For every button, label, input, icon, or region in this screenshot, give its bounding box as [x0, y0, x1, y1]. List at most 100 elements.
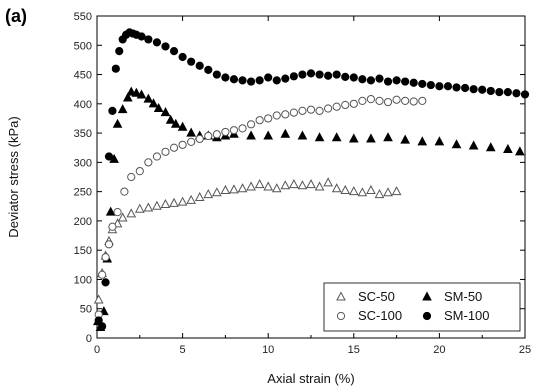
data-series [93, 28, 530, 331]
data-point-sm-50 [177, 121, 188, 131]
data-point-sm-100 [349, 73, 358, 82]
data-point-sm-100 [315, 70, 324, 79]
data-point-sm-100 [169, 47, 179, 56]
x-tick-label: 25 [519, 344, 531, 356]
data-point-sm-50 [112, 118, 123, 128]
data-point-sc-50 [306, 179, 316, 189]
data-point-sm-100 [443, 82, 453, 91]
data-point-sm-100 [195, 61, 204, 70]
series-sm-100 [94, 28, 530, 331]
data-point-sm-50 [153, 102, 164, 113]
data-point-sc-100 [120, 187, 129, 196]
data-point-sc-50 [212, 187, 222, 197]
data-point-sc-50 [229, 184, 239, 194]
legend-label-sm-100: SM-100 [444, 308, 490, 323]
data-point-sm-100 [392, 76, 401, 85]
data-point-sm-100 [161, 42, 170, 51]
data-point-sc-100 [281, 110, 290, 119]
data-point-sm-100 [520, 90, 530, 99]
data-point-sm-50 [400, 134, 410, 144]
data-point-sm-50 [160, 107, 171, 117]
data-point-sc-100 [255, 116, 264, 125]
x-axis-title: Axial strain (%) [267, 371, 354, 386]
data-point-sc-100 [409, 97, 418, 106]
data-point-sc-100 [178, 140, 187, 149]
data-point-sm-100 [306, 69, 316, 78]
data-point-sm-100 [298, 70, 307, 79]
data-point-sm-100 [238, 76, 247, 85]
data-point-sm-100 [152, 38, 162, 47]
data-point-sc-100 [104, 240, 114, 249]
data-point-sm-50 [434, 136, 445, 146]
data-point-sc-100 [315, 106, 324, 115]
data-point-sc-100 [366, 95, 376, 104]
panel-label: (a) [5, 6, 27, 26]
data-point-sc-100 [401, 96, 410, 105]
data-point-sm-100 [111, 64, 120, 73]
data-point-sc-50 [366, 184, 376, 194]
data-point-sm-50 [170, 118, 181, 128]
data-point-sc-100 [135, 167, 144, 176]
data-point-sm-50 [515, 146, 525, 156]
data-point-sm-50 [186, 127, 196, 137]
x-axis: 0 5 10 15 20 25 [94, 16, 531, 356]
data-point-sc-100 [238, 124, 247, 133]
data-point-sm-100 [137, 32, 146, 41]
data-point-sm-50 [131, 87, 142, 97]
data-point-sc-50 [314, 181, 325, 191]
data-point-sm-50 [122, 92, 133, 102]
data-point-sm-100 [358, 75, 367, 84]
data-point-sm-50 [117, 104, 128, 114]
data-point-sm-100 [246, 77, 256, 86]
data-point-sm-50 [451, 139, 462, 149]
data-point-sc-100 [383, 97, 393, 107]
y-tick-label: 300 [74, 157, 92, 169]
data-point-sc-50 [280, 180, 291, 190]
data-point-sm-100 [281, 74, 290, 83]
data-point-sm-50 [468, 140, 479, 150]
data-point-sc-50 [203, 189, 214, 199]
legend-marker-sm-50 [422, 291, 432, 301]
y-tick-label: 450 [74, 70, 92, 82]
data-point-sm-100 [144, 35, 153, 44]
data-point-sm-50 [503, 143, 513, 153]
data-point-sm-100 [115, 47, 124, 56]
data-point-sm-100 [101, 278, 110, 287]
data-point-sm-50 [136, 89, 147, 99]
x-tick-label: 5 [180, 344, 186, 356]
data-point-sc-100 [127, 172, 136, 182]
data-point-sc-50 [331, 183, 342, 193]
data-point-sc-100 [349, 99, 358, 108]
x-tick-label: 15 [348, 344, 360, 356]
data-point-sm-100 [409, 78, 418, 87]
data-point-sc-50 [263, 181, 274, 191]
data-point-sm-50 [348, 133, 359, 143]
data-point-sc-50 [134, 203, 145, 213]
y-tick-label: 0 [86, 333, 92, 345]
y-tick-label: 350 [74, 128, 92, 140]
data-point-sm-100 [178, 52, 187, 62]
data-point-sc-50 [374, 189, 385, 199]
data-point-sm-100 [264, 73, 273, 82]
x-tick-label: 0 [94, 344, 100, 356]
data-point-sc-100 [418, 96, 427, 105]
legend-label-sc-50: SC-50 [358, 289, 395, 304]
data-point-sc-50 [160, 198, 171, 209]
legend-box [323, 282, 521, 332]
data-point-sm-100 [229, 75, 239, 84]
data-point-sc-100 [298, 106, 307, 115]
data-point-sm-50 [383, 132, 393, 142]
data-point-sc-50 [169, 197, 179, 207]
data-point-sc-100 [98, 270, 107, 279]
data-point-sm-50 [314, 132, 325, 142]
data-point-sc-50 [186, 194, 196, 204]
data-point-sm-100 [401, 77, 410, 86]
data-point-sm-50 [143, 93, 154, 103]
data-point-sc-100 [101, 253, 110, 262]
data-point-sc-100 [187, 137, 196, 146]
data-point-sc-100 [212, 130, 221, 139]
data-point-sm-100 [452, 83, 461, 92]
data-point-sc-100 [195, 134, 204, 144]
data-point-sm-100 [332, 70, 341, 79]
data-point-sc-100 [392, 95, 401, 104]
